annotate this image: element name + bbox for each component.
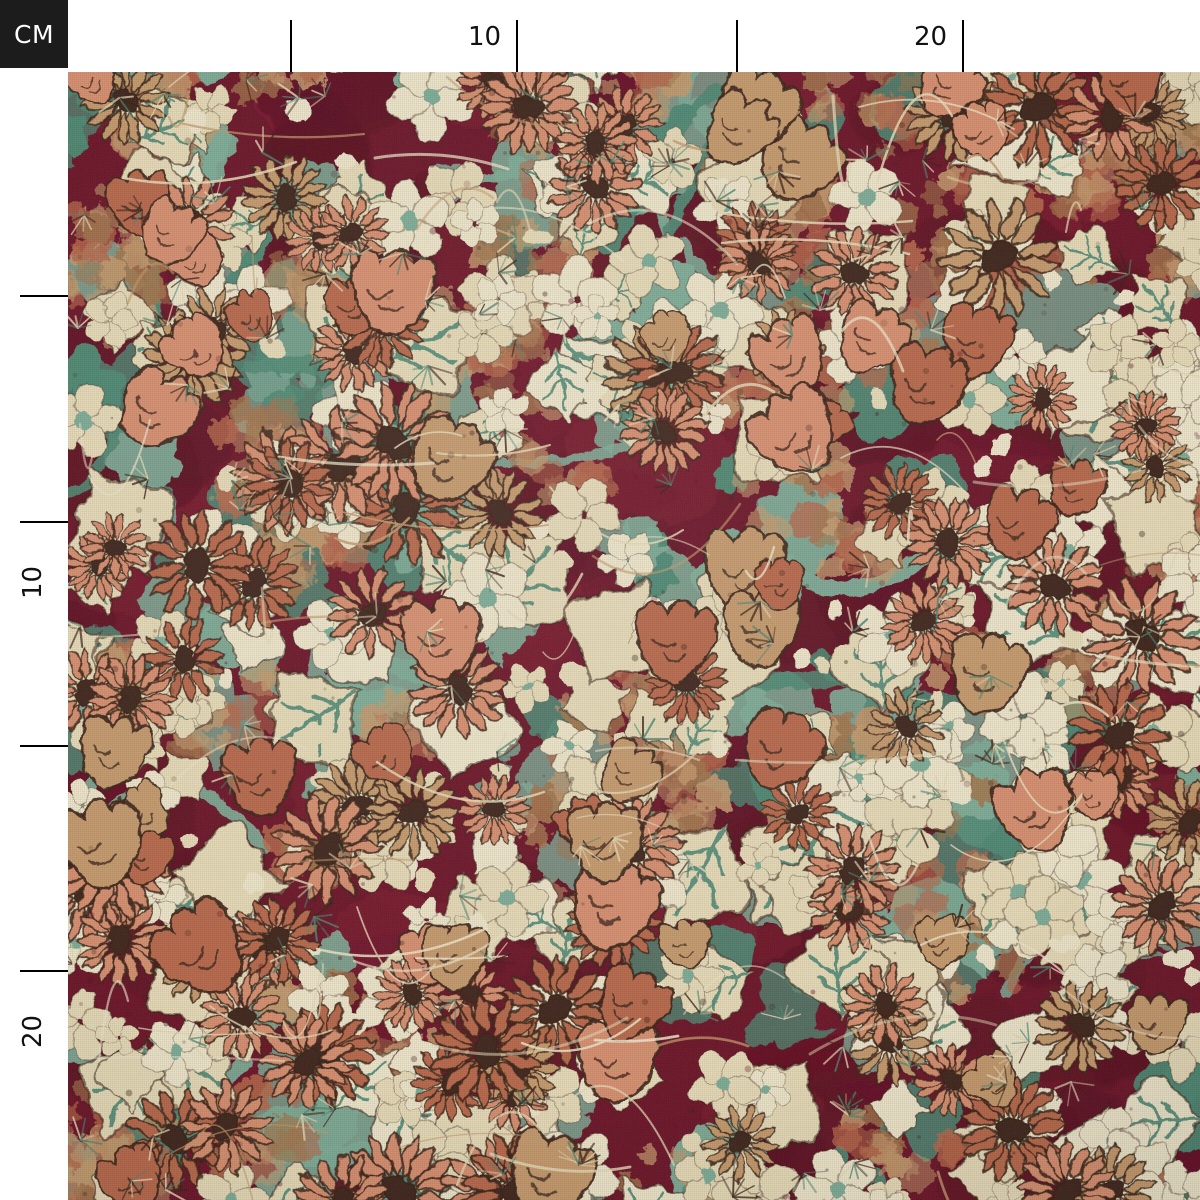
ruler-left-tick — [20, 295, 68, 297]
ruler-top-label: 10 — [468, 22, 502, 52]
ruler-top-tick — [516, 20, 518, 72]
floral-print-svg — [68, 72, 1200, 1200]
ruler-left-tick — [20, 521, 68, 523]
ruler-left-label: 10 — [18, 565, 48, 599]
ruler-top-tick — [736, 20, 738, 72]
ruler-left-tick — [20, 745, 68, 747]
ruler-top-tick — [962, 20, 964, 72]
ruler-top-label: 20 — [914, 22, 948, 52]
ruler-left-label: 20 — [18, 1014, 48, 1048]
ruler-top-tick — [290, 20, 292, 72]
unit-badge: CM — [0, 0, 68, 68]
ruler-left-tick — [20, 970, 68, 972]
fabric-print-area — [68, 72, 1200, 1200]
unit-badge-label: CM — [13, 19, 55, 49]
